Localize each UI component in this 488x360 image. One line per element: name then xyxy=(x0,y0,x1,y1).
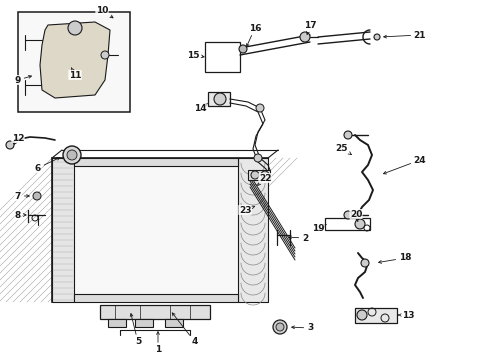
Circle shape xyxy=(373,34,379,40)
Bar xyxy=(325,218,369,230)
Bar xyxy=(135,319,153,327)
Bar xyxy=(204,42,240,72)
Text: 6: 6 xyxy=(35,158,60,172)
Circle shape xyxy=(275,323,284,331)
Circle shape xyxy=(239,45,246,53)
Circle shape xyxy=(343,211,351,219)
Bar xyxy=(74,158,238,166)
Text: 1: 1 xyxy=(155,332,161,355)
Text: 9: 9 xyxy=(15,76,31,85)
Circle shape xyxy=(33,192,41,200)
Circle shape xyxy=(214,93,225,105)
Circle shape xyxy=(261,171,268,179)
Text: 4: 4 xyxy=(172,313,198,346)
Text: 16: 16 xyxy=(246,23,261,47)
Bar xyxy=(52,158,267,302)
Text: 7: 7 xyxy=(15,192,29,201)
Text: 14: 14 xyxy=(193,103,207,113)
Text: 22: 22 xyxy=(257,174,271,185)
Bar xyxy=(100,305,209,319)
Text: 21: 21 xyxy=(383,31,426,40)
Bar xyxy=(164,319,183,327)
Circle shape xyxy=(299,32,309,42)
Circle shape xyxy=(250,171,259,179)
Text: 8: 8 xyxy=(15,211,26,220)
Text: 12: 12 xyxy=(12,134,24,144)
Circle shape xyxy=(253,154,262,162)
Text: 5: 5 xyxy=(130,314,141,346)
Text: 2: 2 xyxy=(288,234,307,243)
Circle shape xyxy=(256,104,264,112)
Bar xyxy=(18,12,130,112)
Bar xyxy=(108,319,126,327)
Circle shape xyxy=(354,219,364,229)
Text: 13: 13 xyxy=(398,310,413,320)
Polygon shape xyxy=(40,22,110,98)
Circle shape xyxy=(360,259,368,267)
Circle shape xyxy=(101,51,109,59)
Text: 20: 20 xyxy=(349,210,362,222)
Circle shape xyxy=(272,320,286,334)
Text: 17: 17 xyxy=(303,21,316,35)
Circle shape xyxy=(68,21,82,35)
Text: 19: 19 xyxy=(311,224,325,233)
Circle shape xyxy=(356,310,366,320)
Bar xyxy=(247,170,269,180)
Bar xyxy=(207,92,229,106)
Text: 25: 25 xyxy=(335,144,350,154)
Text: 24: 24 xyxy=(383,156,426,174)
Bar xyxy=(52,158,74,302)
Circle shape xyxy=(63,146,81,164)
Circle shape xyxy=(6,141,14,149)
Bar xyxy=(74,294,238,302)
Text: 18: 18 xyxy=(378,253,410,263)
Text: 23: 23 xyxy=(238,206,254,215)
Bar xyxy=(354,308,396,323)
Text: 10: 10 xyxy=(96,5,113,18)
Circle shape xyxy=(67,150,77,160)
Text: 15: 15 xyxy=(186,50,203,59)
Bar xyxy=(238,158,267,302)
Text: 11: 11 xyxy=(69,68,81,80)
Text: 3: 3 xyxy=(291,324,312,333)
Circle shape xyxy=(343,131,351,139)
